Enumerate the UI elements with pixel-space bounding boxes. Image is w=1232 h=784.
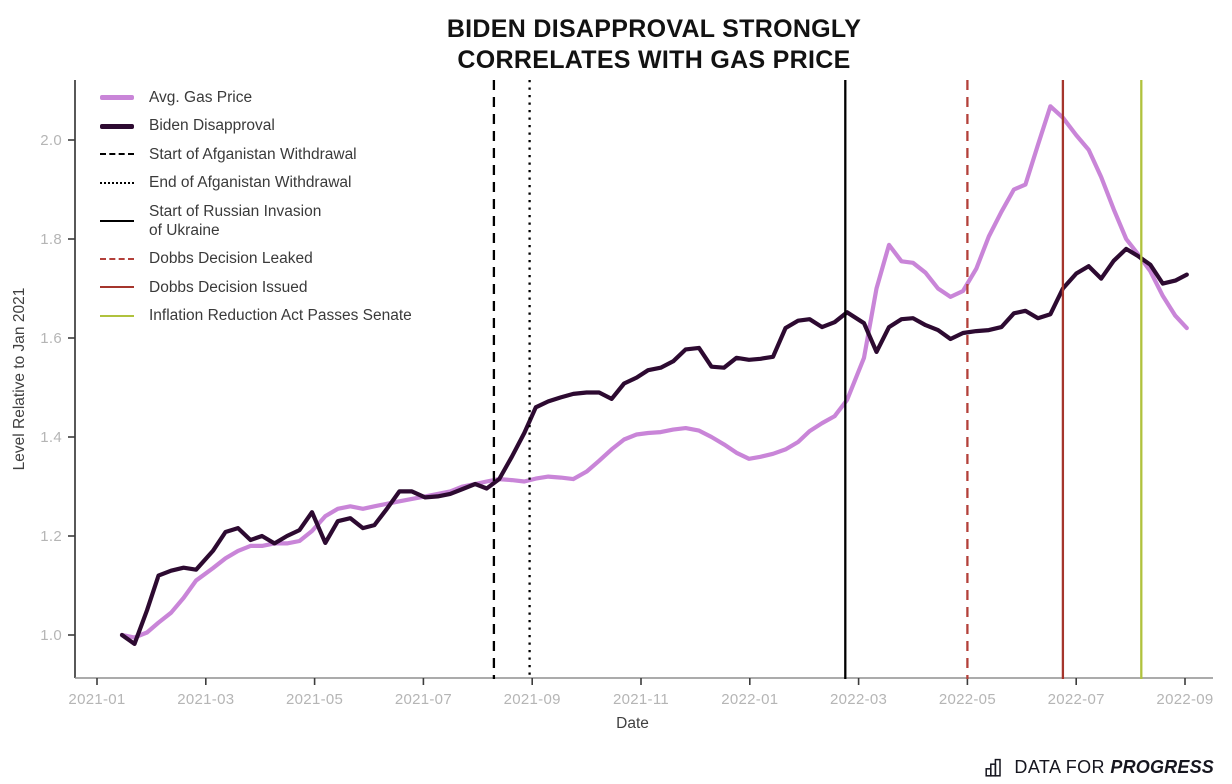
y-tick-label: 1.0 <box>40 627 62 644</box>
y-axis-label: Level Relative to Jan 2021 <box>11 288 28 471</box>
y-tick-label: 1.2 <box>40 528 62 545</box>
x-axis-label: Date <box>616 715 649 732</box>
brand-text: DATA FOR PROGRESS <box>1014 757 1214 778</box>
x-tick-label: 2022-07 <box>1048 691 1105 708</box>
x-tick-label: 2021-09 <box>504 691 561 708</box>
chart-plot-area: 2021-01 2021-03 2021-05 2021-07 2021-09 2021-… <box>11 80 1213 732</box>
y-tick-label: 1.6 <box>40 330 62 347</box>
y-tick-label: 1.8 <box>40 231 62 248</box>
avg-gas-price-line <box>119 104 1189 640</box>
x-tick-label: 2021-11 <box>613 691 669 708</box>
x-tick-label: 2022-03 <box>830 691 887 708</box>
x-tick-label: 2021-01 <box>68 691 125 708</box>
bar-chart-icon <box>985 758 1002 777</box>
y-tick-label: 1.4 <box>40 429 62 446</box>
brand-prefix: DATA FOR <box>1014 757 1111 777</box>
x-tick-label: 2021-07 <box>395 691 452 708</box>
x-tick-label: 2022-09 <box>1156 691 1213 708</box>
x-tick-label: 2021-05 <box>286 691 343 708</box>
x-tick-label: 2022-01 <box>721 691 778 708</box>
chart-title-line1: BIDEN DISAPPROVAL STRONGLY <box>446 15 862 43</box>
x-tick-label: 2022-05 <box>939 691 996 708</box>
x-tick-label: 2021-03 <box>177 691 234 708</box>
brand-suffix: PROGRESS <box>1110 757 1214 777</box>
chart-title: BIDEN DISAPPROVAL STRONGLY CORRELATES WI… <box>76 14 1232 76</box>
chart-title-line2: CORRELATES WITH GAS PRICE <box>457 46 851 74</box>
brand-footer: DATA FOR PROGRESS <box>985 757 1214 778</box>
y-tick-label: 2.0 <box>40 132 62 149</box>
biden-disapproval-line <box>119 246 1189 647</box>
